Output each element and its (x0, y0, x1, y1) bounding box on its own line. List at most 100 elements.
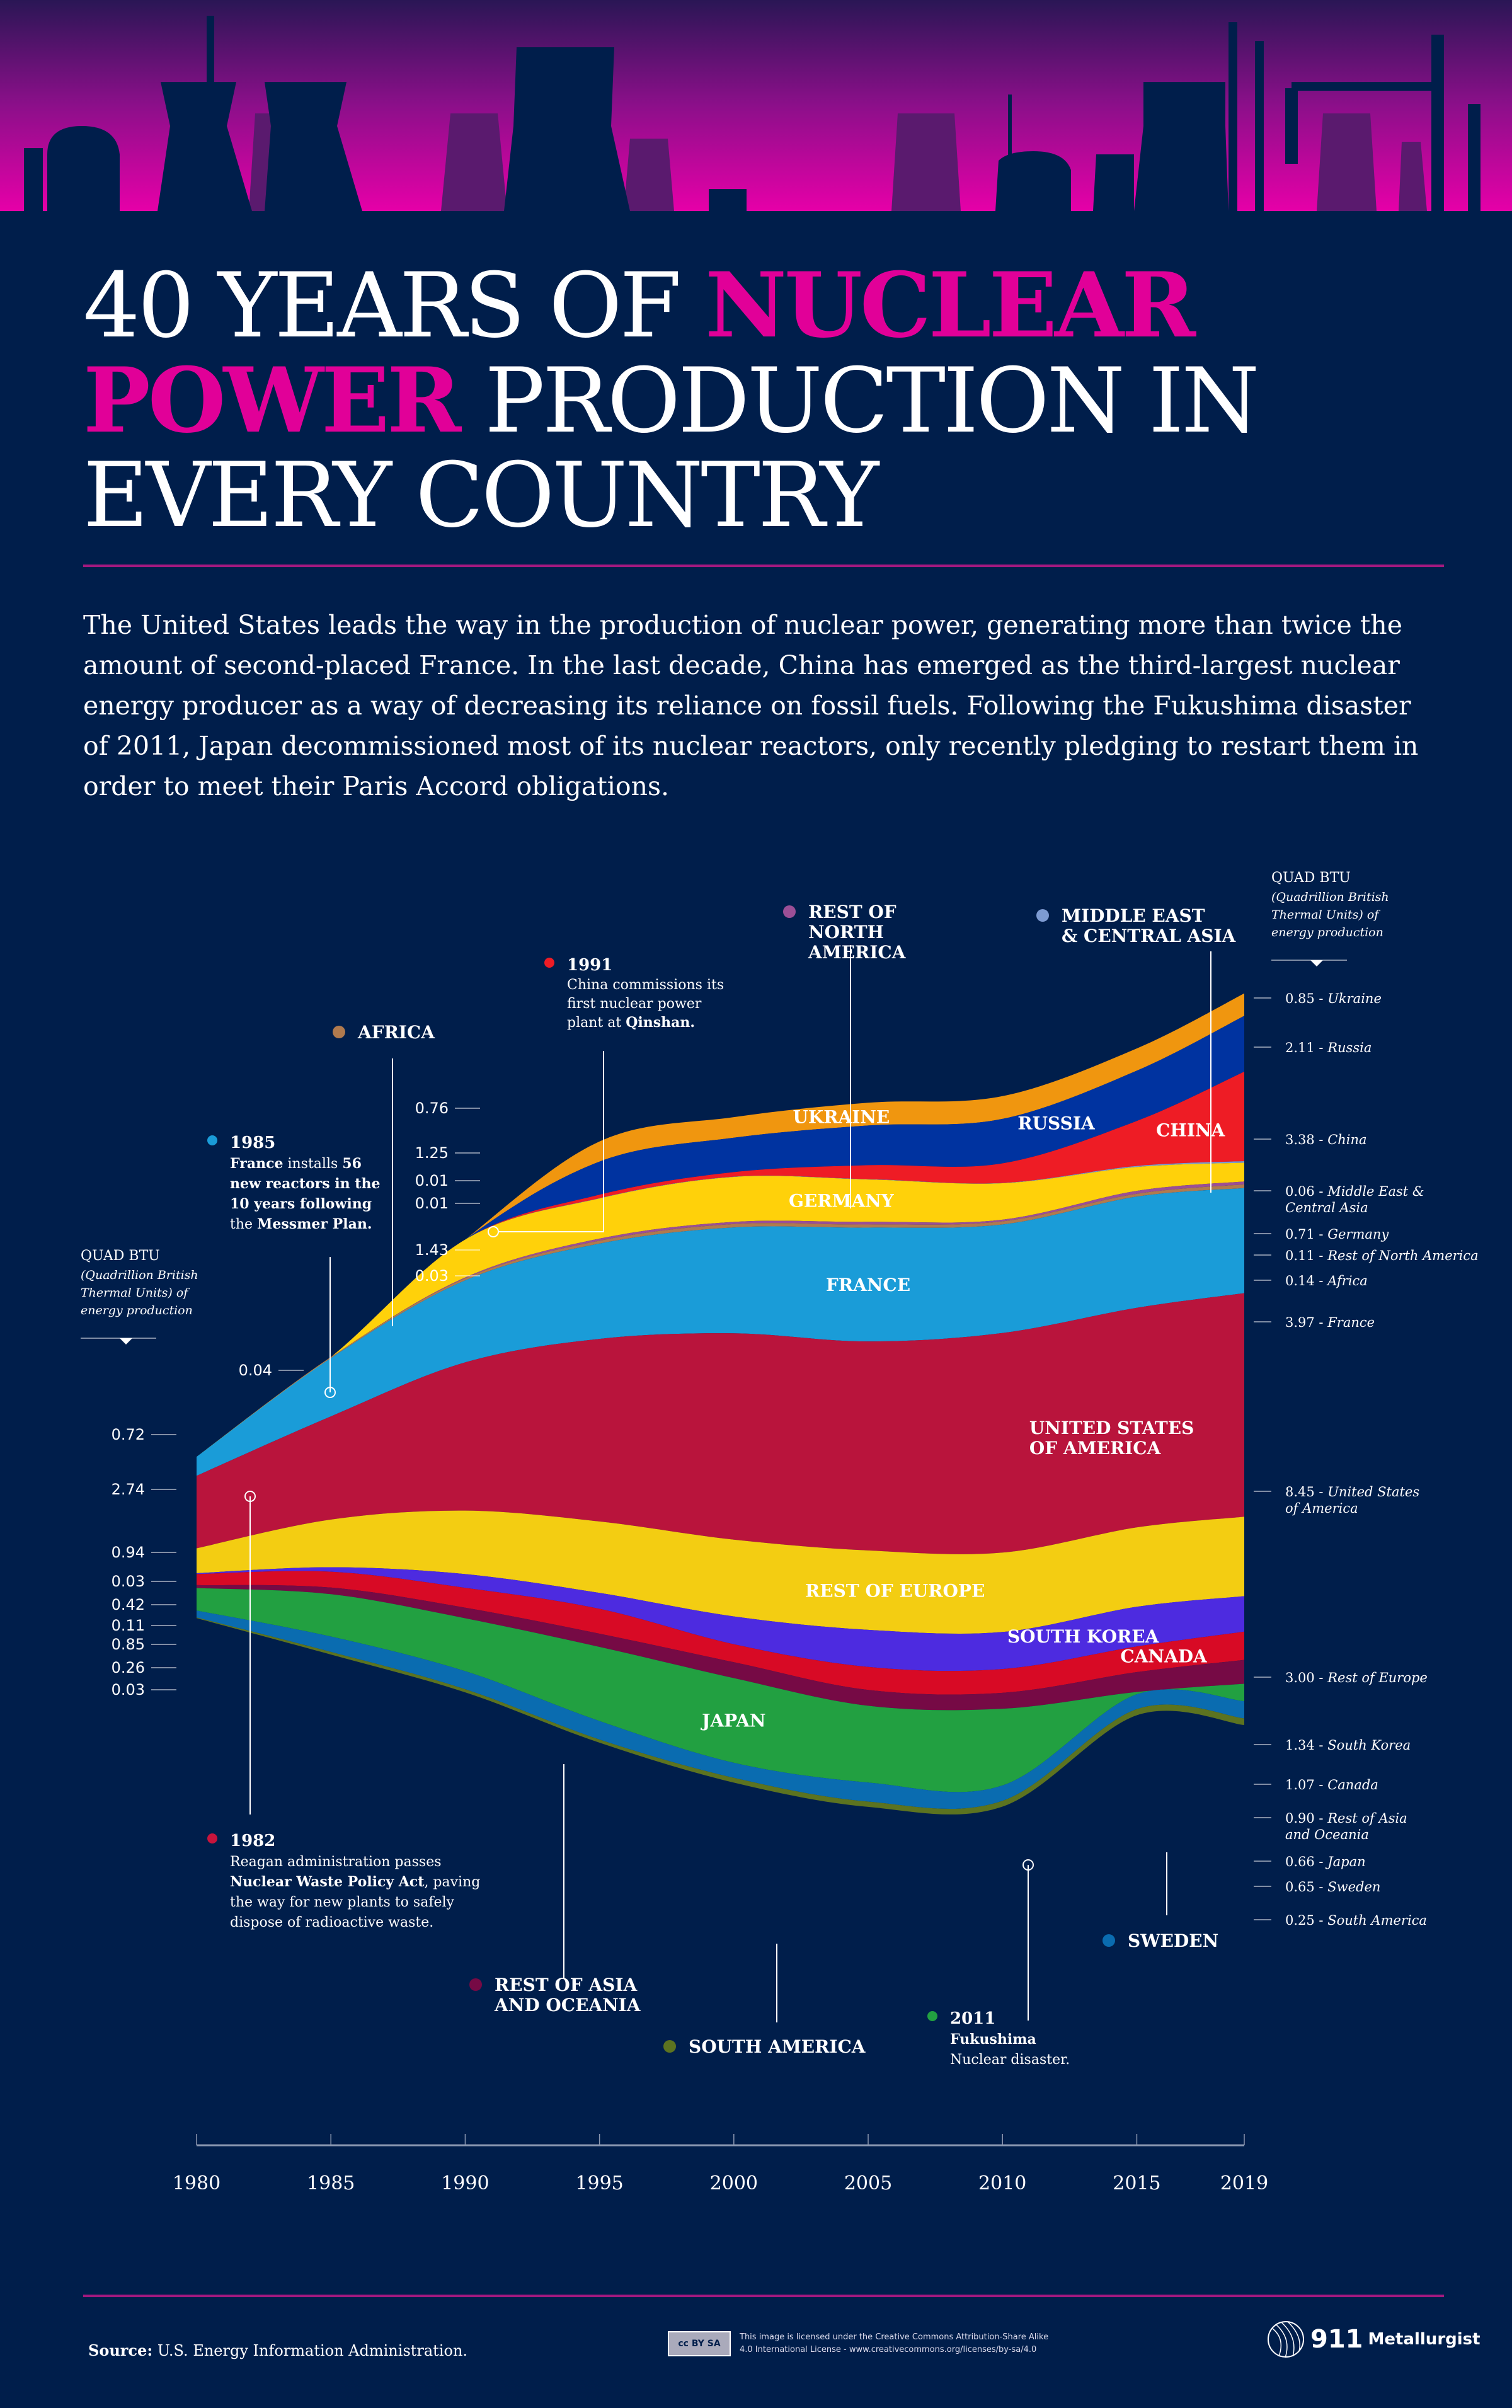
end-value-label: 0.71 - Germany (1285, 1227, 1389, 1242)
end-value-label: 0.25 - South America (1285, 1913, 1427, 1928)
license-line-2: 4.0 International License - www.creative… (740, 2345, 1037, 2354)
series-label-united-states-of-america: UNITED STATES (1029, 1418, 1194, 1438)
title-text-1: 40 YEARS OF (83, 254, 706, 358)
legend-middle-east-central-asia-label: & CENTRAL ASIA (1062, 926, 1237, 946)
end-value-label-cont: and Oceania (1285, 1827, 1369, 1842)
x-tick-label: 2000 (710, 2172, 758, 2194)
start-value-label: 0.42 (112, 1596, 145, 1614)
annotation-2011-dot (927, 2011, 937, 2021)
annotation-1991-line: plant at Qinshan. (567, 1014, 695, 1031)
legend-sweden-dot (1102, 1934, 1115, 1947)
end-value-label: 3.38 - China (1285, 1132, 1367, 1147)
end-value-label-cont: Central Asia (1285, 1200, 1368, 1215)
start-value-label: 1.43 (415, 1241, 449, 1259)
stream-layer-china (197, 1072, 1244, 1457)
stream-layer-canada (197, 1571, 1244, 1695)
series-label-france: FRANCE (826, 1275, 910, 1295)
annotation-1985-line: France installs 56 (230, 1155, 362, 1172)
start-value-label: 0.04 (239, 1362, 272, 1379)
intro-paragraph: The United States leads the way in the p… (83, 610, 1419, 801)
stream-layer-united-states-of-america (197, 1293, 1244, 1554)
series-label-rest-of-europe: REST OF EUROPE (805, 1581, 985, 1602)
annotation-1991-line: China commissions its (567, 977, 724, 993)
left-unit-line: Thermal Units) of (81, 1286, 190, 1300)
end-value-label: 1.07 - Canada (1285, 1777, 1378, 1792)
annotation-1991-dot (544, 958, 554, 968)
license-line-1: This image is licensed under the Creativ… (740, 2332, 1049, 2342)
license-text: This image is licensed under the Creativ… (740, 2331, 1067, 2356)
logo-number: 911 (1310, 2325, 1363, 2354)
right-unit-line: (Quadrillion British (1271, 890, 1389, 904)
annotation-1985-year: 1985 (230, 1133, 275, 1152)
start-value-label: 2.74 (112, 1481, 145, 1498)
logo-name: Metallurgist (1368, 2330, 1480, 2349)
end-value-label: 8.45 - United States (1285, 1484, 1419, 1499)
stream-layer-sweden (197, 1610, 1244, 1809)
marker-1991 (488, 1226, 499, 1237)
end-value-label: 0.90 - Rest of Asia (1285, 1811, 1407, 1826)
start-value-label: 0.01 (415, 1195, 449, 1212)
legend-rest-of-north-america-dot (783, 905, 796, 918)
annotation-1985-line: new reactors in the (230, 1176, 380, 1192)
stream-layer-japan (197, 1588, 1244, 1792)
stream-layer-rest-of-europe (197, 1510, 1244, 1634)
end-value-label: 0.66 - Japan (1285, 1854, 1366, 1869)
x-tick-label: 2015 (1113, 2172, 1160, 2194)
title-text-3: EVERY COUNTRY (83, 444, 879, 548)
start-value-label: 0.03 (415, 1267, 449, 1285)
legend-rest-of-asia-oceania-label: AND OCEANIA (494, 1995, 641, 2015)
legend-south-america-label: SOUTH AMERICA (689, 2036, 866, 2057)
end-value-label: 3.00 - Rest of Europe (1285, 1670, 1428, 1685)
left-unit-title: QUAD BTU (81, 1248, 160, 1264)
stream-layer-russia (197, 1016, 1244, 1457)
annotation-1991-year: 1991 (567, 956, 612, 975)
series-label-japan: JAPAN (700, 1711, 765, 1731)
stream-layer-south-america (197, 1617, 1244, 1815)
legend-africa-dot (333, 1026, 345, 1038)
series-label-ukraine: UKRAINE (793, 1107, 890, 1128)
end-value-label-cont: of America (1285, 1501, 1358, 1516)
license-block: cc BY SA This image is licensed under th… (668, 2331, 1067, 2356)
creative-commons-icon: cc BY SA (668, 2331, 731, 2356)
footer-divider (83, 2295, 1444, 2297)
annotation-1982-line: the way for new plants to safely (230, 1895, 455, 1910)
end-value-label: 0.65 - Sweden (1285, 1879, 1380, 1895)
series-label-canada: CANADA (1120, 1646, 1208, 1666)
end-value-label: 0.85 - Ukraine (1285, 991, 1382, 1006)
source-credit: Source: U.S. Energy Information Administ… (88, 2341, 467, 2359)
left-unit-line: (Quadrillion British (81, 1268, 198, 1282)
annotation-1985-line: 10 years following (230, 1196, 372, 1212)
series-label-united-states-of-america: OF AMERICA (1029, 1438, 1162, 1459)
marker-1985 (324, 1387, 336, 1398)
series-label-china: CHINA (1156, 1120, 1225, 1140)
x-tick-label: 2019 (1220, 2172, 1268, 2194)
x-tick-label: 2005 (844, 2172, 892, 2194)
x-tick-label: 1980 (173, 2172, 220, 2194)
start-value-label: 0.26 (112, 1659, 145, 1677)
foreground-towers (24, 16, 1480, 211)
legend-rest-of-asia-oceania-label: REST OF ASIA (495, 1975, 638, 1995)
title-highlight-1: NUCLEAR (705, 253, 1196, 358)
legend-africa-label: AFRICA (357, 1022, 435, 1043)
streamgraph-chart: UKRAINE RUSSIA CHINA GERMANY FRANCE UNITED ST… (81, 870, 1479, 2194)
legend-middle-east-central-asia-dot (1036, 909, 1049, 922)
legend-middle-east-central-asia-label: MIDDLE EAST (1062, 905, 1205, 926)
start-value-label: 0.11 (112, 1617, 145, 1634)
start-value-label: 0.03 (112, 1681, 145, 1699)
stream-layer-germany (197, 1162, 1244, 1457)
start-value-label: 0.03 (112, 1573, 145, 1590)
end-value-label: 2.11 - Russia (1285, 1040, 1372, 1055)
start-value-label: 0.76 (415, 1099, 449, 1117)
title-divider (83, 565, 1444, 567)
end-value-label: 1.34 - South Korea (1285, 1738, 1411, 1753)
annotation-1985-dot (207, 1135, 217, 1145)
legend-rest-of-north-america-label: AMERICA (808, 942, 907, 963)
series-label-south-korea: SOUTH KOREA (1007, 1626, 1160, 1647)
right-unit-line: energy production (1271, 926, 1383, 939)
annotation-1982-year: 1982 (230, 1832, 275, 1850)
brand-logo[interactable]: 911 Metallurgist (1266, 2320, 1480, 2359)
annotation-1982-line: Reagan administration passes (230, 1854, 442, 1870)
title-highlight-2: POWER (83, 348, 461, 453)
legend-rest-of-north-america-label: REST OF (808, 902, 896, 922)
globe-logo-icon (1268, 2321, 1304, 2358)
